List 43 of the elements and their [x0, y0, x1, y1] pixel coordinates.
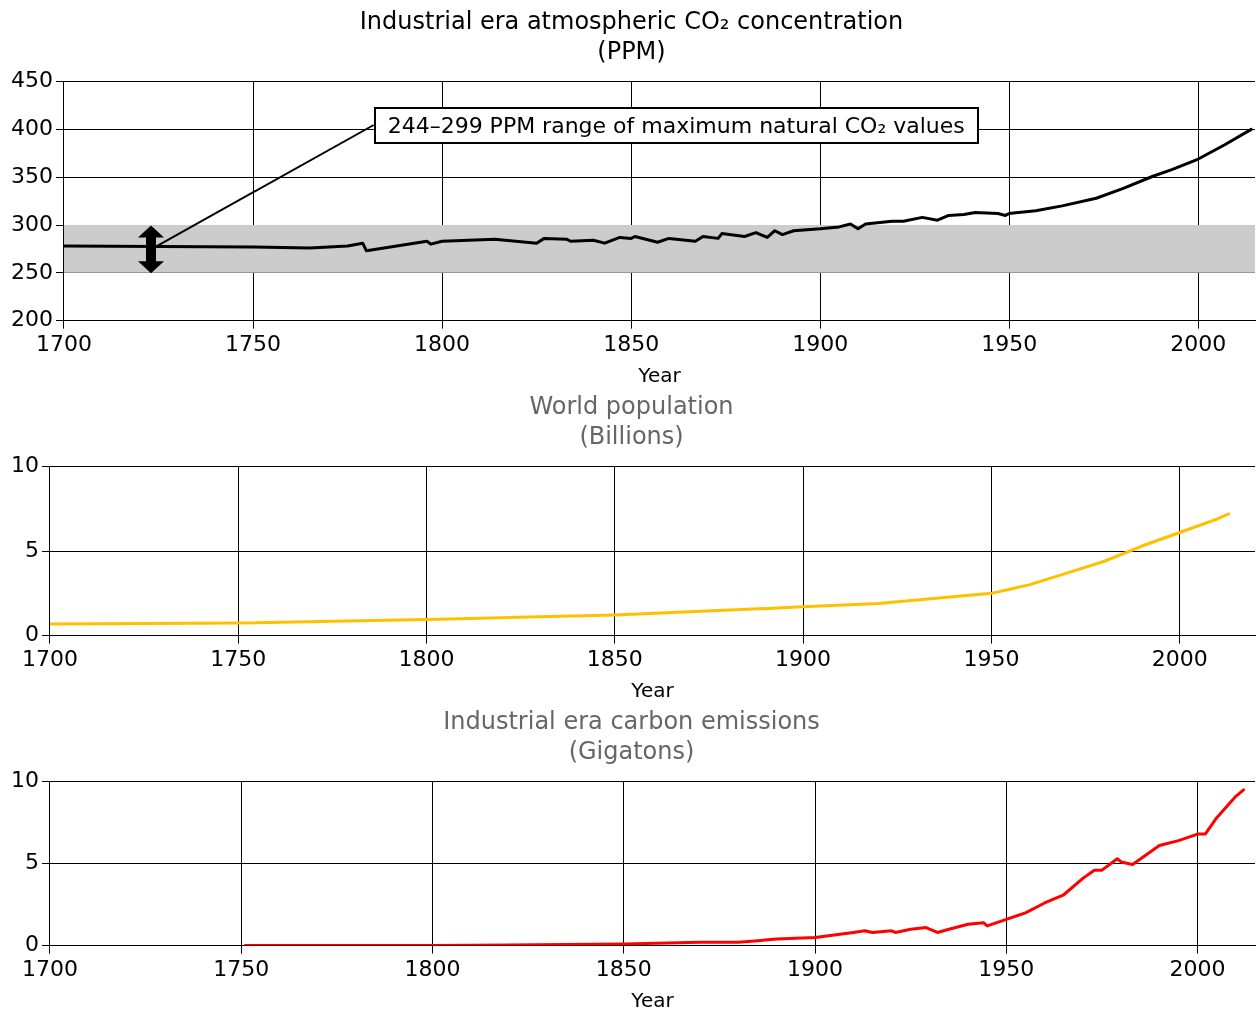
x-tick-label: 1950 — [978, 955, 1035, 981]
chart-title: World population — [529, 391, 734, 420]
x-axis-title: Year — [630, 678, 675, 703]
y-tick-label: 200 — [10, 306, 53, 332]
x-tick-label: 1800 — [404, 955, 461, 981]
annotation: 244–299 PPM range of maximum natural CO₂ values — [373, 106, 979, 144]
y-tick-label: 400 — [10, 115, 53, 141]
x-tick-label: 1750 — [213, 955, 270, 981]
x-tick-label: 1900 — [792, 330, 849, 356]
x-tick-label: 1900 — [787, 955, 844, 981]
x-tick-label: 1950 — [963, 645, 1020, 671]
y-tick-label: 250 — [10, 258, 53, 284]
x-tick-label: 2000 — [1169, 955, 1226, 981]
y-tick-label: 300 — [10, 210, 53, 236]
y-tick-label: 5 — [24, 849, 39, 875]
y-tick-label: 10 — [10, 452, 39, 478]
y-tick-label: 5 — [24, 536, 39, 562]
y-tick-label: 0 — [24, 621, 39, 647]
chart-title: Industrial era atmospheric CO₂ concentration — [359, 6, 904, 35]
x-tick-label: 1800 — [398, 645, 455, 671]
x-tick-label: 1900 — [775, 645, 832, 671]
x-axis-title: Year — [637, 363, 682, 388]
x-tick-label: 1800 — [414, 330, 471, 356]
chart-subtitle: (Gigatons) — [568, 737, 695, 766]
x-tick-label: 1750 — [225, 330, 282, 356]
chart-title: Industrial era carbon emissions — [443, 706, 820, 735]
x-tick-label: 1850 — [595, 955, 652, 981]
x-tick-label: 1700 — [21, 955, 78, 981]
y-tick-label: 10 — [10, 767, 39, 793]
x-tick-label: 1700 — [35, 330, 92, 356]
x-tick-label: 2000 — [1170, 330, 1227, 356]
x-tick-label: 1950 — [981, 330, 1038, 356]
y-tick-label: 0 — [24, 931, 39, 957]
x-tick-label: 2000 — [1151, 645, 1208, 671]
x-axis-title: Year — [630, 988, 675, 1009]
x-tick-label: 1850 — [586, 645, 643, 671]
y-tick-label: 350 — [10, 162, 53, 188]
chart-subtitle: (Billions) — [579, 422, 684, 451]
x-tick-label: 1750 — [210, 645, 267, 671]
x-tick-label: 1700 — [21, 645, 78, 671]
x-tick-label: 1850 — [603, 330, 660, 356]
chart-subtitle: (PPM) — [597, 37, 666, 66]
y-tick-label: 450 — [10, 67, 53, 93]
